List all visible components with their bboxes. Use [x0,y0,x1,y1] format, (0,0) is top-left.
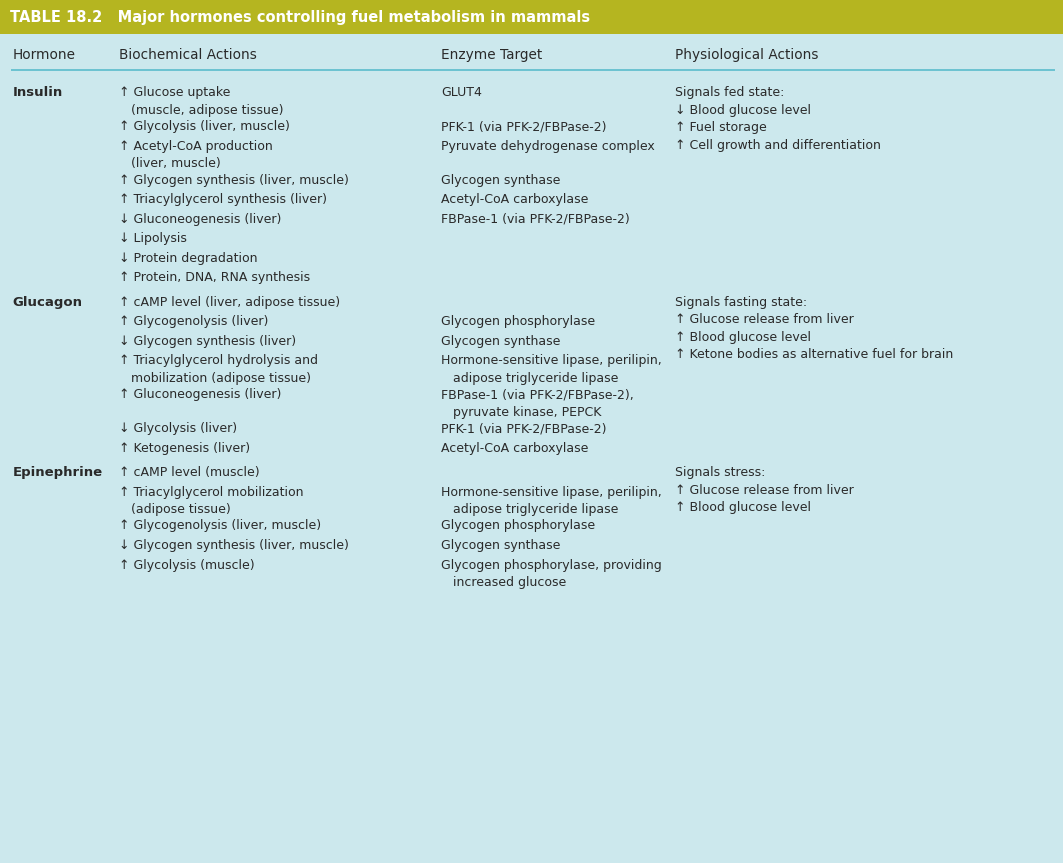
Text: ↓ Gluconeogenesis (liver): ↓ Gluconeogenesis (liver) [119,212,282,225]
Text: Signals fasting state:
↑ Glucose release from liver
↑ Blood glucose level
↑ Keto: Signals fasting state: ↑ Glucose release… [675,295,954,361]
Text: ↓ Lipolysis: ↓ Lipolysis [119,232,187,245]
Text: ↑ Acetyl-CoA production
   (liver, muscle): ↑ Acetyl-CoA production (liver, muscle) [119,140,273,170]
Text: GLUT4: GLUT4 [441,86,482,99]
Text: Hormone-sensitive lipase, perilipin,
   adipose triglyceride lipase: Hormone-sensitive lipase, perilipin, adi… [441,354,662,385]
Text: ↑ cAMP level (muscle): ↑ cAMP level (muscle) [119,466,259,479]
Text: ↓ Glycogen synthesis (liver, muscle): ↓ Glycogen synthesis (liver, muscle) [119,539,349,552]
Text: Physiological Actions: Physiological Actions [675,48,819,62]
Text: PFK-1 (via PFK-2/FBPase-2): PFK-1 (via PFK-2/FBPase-2) [441,120,607,133]
Text: Pyruvate dehydrogenase complex: Pyruvate dehydrogenase complex [441,140,655,153]
Text: Glucagon: Glucagon [13,295,83,308]
Text: ↑ Protein, DNA, RNA synthesis: ↑ Protein, DNA, RNA synthesis [119,271,310,284]
Text: ↑ cAMP level (liver, adipose tissue): ↑ cAMP level (liver, adipose tissue) [119,295,340,308]
Text: FBPase-1 (via PFK-2/FBPase-2),
   pyruvate kinase, PEPCK: FBPase-1 (via PFK-2/FBPase-2), pyruvate … [441,388,634,419]
Text: Insulin: Insulin [13,86,63,99]
Text: ↑ Gluconeogenesis (liver): ↑ Gluconeogenesis (liver) [119,388,282,401]
Text: FBPase-1 (via PFK-2/FBPase-2): FBPase-1 (via PFK-2/FBPase-2) [441,212,630,225]
Text: ↓ Protein degradation: ↓ Protein degradation [119,251,257,264]
Text: Glycogen phosphorylase: Glycogen phosphorylase [441,315,595,328]
Text: Hormone: Hormone [13,48,75,62]
Text: TABLE 18.2   Major hormones controlling fuel metabolism in mammals: TABLE 18.2 Major hormones controlling fu… [10,9,590,24]
Text: Glycogen phosphorylase: Glycogen phosphorylase [441,520,595,532]
Text: ↑ Glycolysis (liver, muscle): ↑ Glycolysis (liver, muscle) [119,120,290,133]
Text: Hormone-sensitive lipase, perilipin,
   adipose triglyceride lipase: Hormone-sensitive lipase, perilipin, adi… [441,486,662,516]
Text: ↑ Glycogenolysis (liver, muscle): ↑ Glycogenolysis (liver, muscle) [119,520,321,532]
Text: ↑ Triacylglycerol synthesis (liver): ↑ Triacylglycerol synthesis (liver) [119,193,327,206]
Text: Signals fed state:
↓ Blood glucose level
↑ Fuel storage
↑ Cell growth and differ: Signals fed state: ↓ Blood glucose level… [675,86,881,152]
Text: ↓ Glycogen synthesis (liver): ↓ Glycogen synthesis (liver) [119,335,297,348]
Text: ↑ Glycogen synthesis (liver, muscle): ↑ Glycogen synthesis (liver, muscle) [119,173,349,186]
Text: Glycogen synthase: Glycogen synthase [441,173,560,186]
Text: Signals stress:
↑ Glucose release from liver
↑ Blood glucose level: Signals stress: ↑ Glucose release from l… [675,466,854,514]
Text: Glycogen phosphorylase, providing
   increased glucose: Glycogen phosphorylase, providing increa… [441,558,662,589]
Text: Acetyl-CoA carboxylase: Acetyl-CoA carboxylase [441,193,589,206]
Text: Biochemical Actions: Biochemical Actions [119,48,257,62]
Text: Enzyme Target: Enzyme Target [441,48,542,62]
Text: Epinephrine: Epinephrine [13,466,103,479]
Text: ↑ Glycolysis (muscle): ↑ Glycolysis (muscle) [119,558,255,571]
Text: ↓ Glycolysis (liver): ↓ Glycolysis (liver) [119,422,237,435]
Text: ↑ Glucose uptake
   (muscle, adipose tissue): ↑ Glucose uptake (muscle, adipose tissue… [119,86,284,117]
Text: ↑ Ketogenesis (liver): ↑ Ketogenesis (liver) [119,442,250,455]
Text: ↑ Triacylglycerol mobilization
   (adipose tissue): ↑ Triacylglycerol mobilization (adipose … [119,486,304,516]
Text: PFK-1 (via PFK-2/FBPase-2): PFK-1 (via PFK-2/FBPase-2) [441,422,607,435]
Bar [0,0,1063,34]
Text: Glycogen synthase: Glycogen synthase [441,335,560,348]
Text: Glycogen synthase: Glycogen synthase [441,539,560,552]
Text: ↑ Glycogenolysis (liver): ↑ Glycogenolysis (liver) [119,315,269,328]
Text: ↑ Triacylglycerol hydrolysis and
   mobilization (adipose tissue): ↑ Triacylglycerol hydrolysis and mobiliz… [119,354,318,385]
Text: Acetyl-CoA carboxylase: Acetyl-CoA carboxylase [441,442,589,455]
